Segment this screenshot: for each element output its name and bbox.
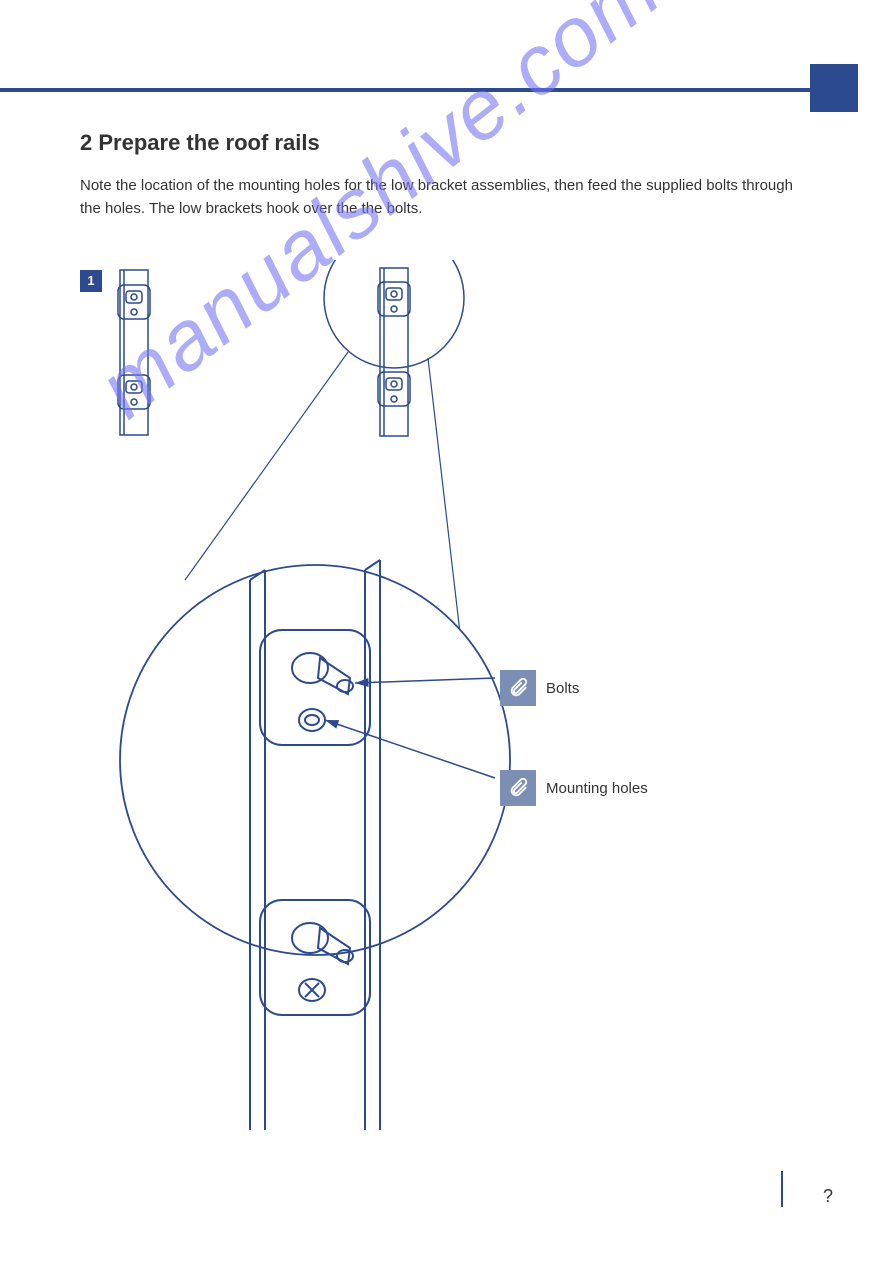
assembly-diagram bbox=[100, 260, 800, 1130]
step-number-badge: 1 bbox=[80, 270, 102, 292]
section-number: 2 bbox=[80, 130, 92, 155]
intro-paragraph: Note the location of the mounting holes … bbox=[80, 175, 800, 220]
paperclip-icon bbox=[500, 670, 536, 706]
section-heading: Prepare the roof rails bbox=[98, 130, 319, 155]
page-number: ? bbox=[823, 1186, 833, 1207]
header-accent-block bbox=[810, 64, 858, 112]
callout-bolts: Bolts bbox=[500, 670, 579, 706]
callout-holes-label: Mounting holes bbox=[546, 780, 648, 797]
callout-bolts-label: Bolts bbox=[546, 680, 579, 697]
section-title: 2 Prepare the roof rails bbox=[80, 130, 320, 156]
footer-divider bbox=[781, 1171, 783, 1207]
paperclip-icon bbox=[500, 770, 536, 806]
header-divider bbox=[0, 88, 810, 92]
callout-mounting-holes: Mounting holes bbox=[500, 770, 648, 806]
